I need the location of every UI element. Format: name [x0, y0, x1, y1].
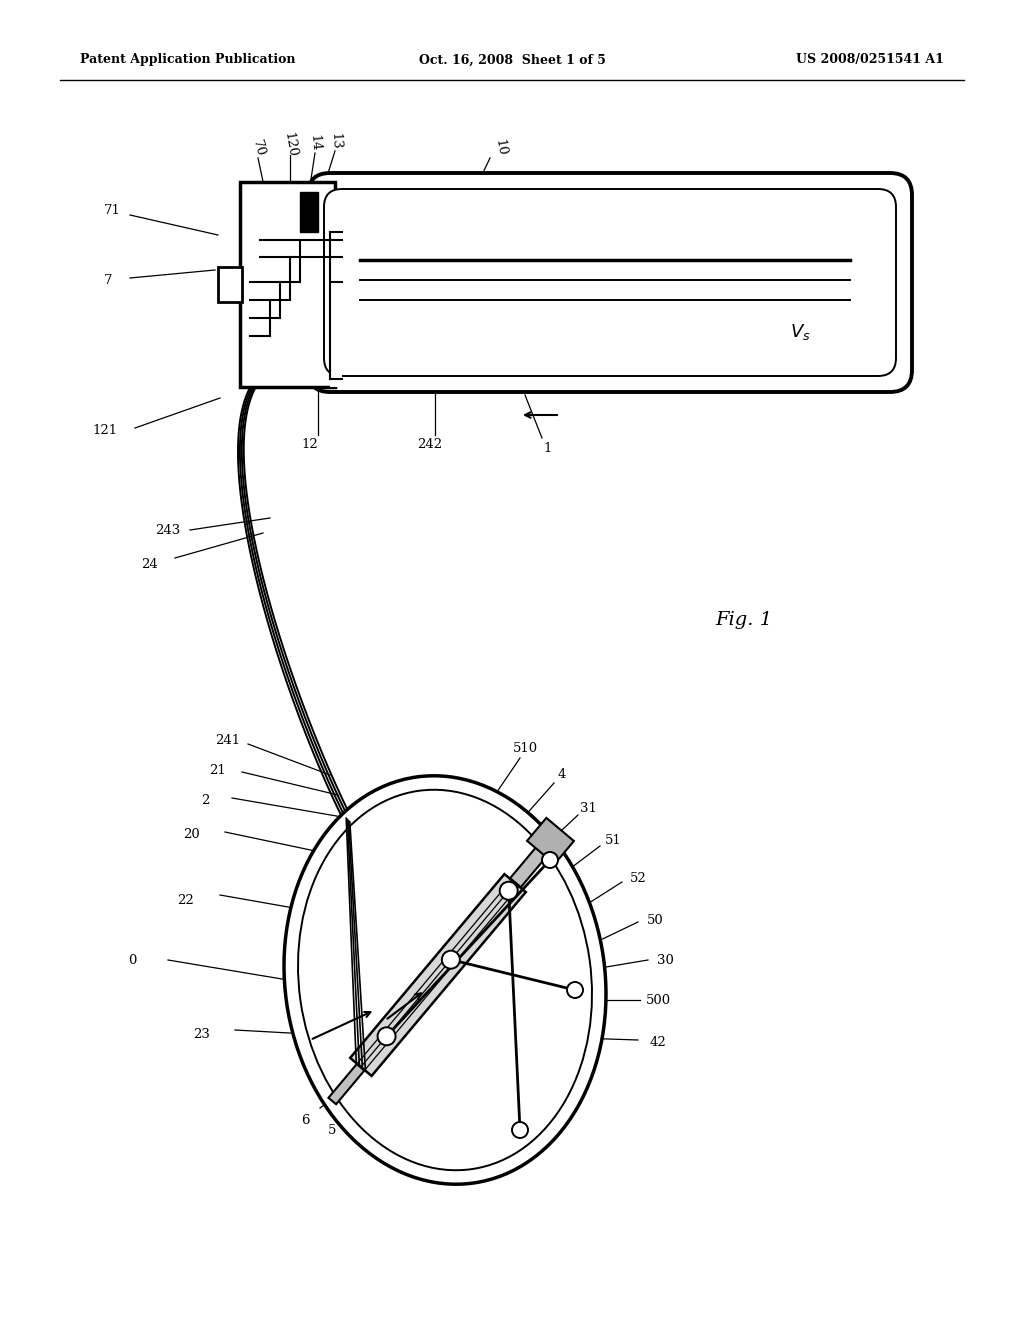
Circle shape: [441, 950, 460, 969]
Circle shape: [512, 1122, 528, 1138]
Text: 510: 510: [512, 742, 538, 755]
Text: 3: 3: [353, 1126, 362, 1139]
Text: 120: 120: [282, 132, 299, 158]
Text: US 2008/0251541 A1: US 2008/0251541 A1: [796, 54, 944, 66]
Polygon shape: [329, 1064, 365, 1105]
Text: 50: 50: [646, 913, 664, 927]
Polygon shape: [350, 874, 526, 1076]
Text: 11: 11: [861, 264, 879, 276]
Text: Oct. 16, 2008  Sheet 1 of 5: Oct. 16, 2008 Sheet 1 of 5: [419, 54, 605, 66]
Text: $V_s$: $V_s$: [790, 322, 810, 342]
Text: 0: 0: [128, 953, 136, 966]
Bar: [330, 232, 342, 387]
Text: 121: 121: [92, 424, 118, 437]
Text: 500: 500: [645, 994, 671, 1006]
Text: 4: 4: [558, 768, 566, 781]
Text: 243: 243: [156, 524, 180, 536]
Bar: [218, 267, 242, 302]
Text: 6: 6: [301, 1114, 309, 1126]
Text: Fig. 1: Fig. 1: [715, 611, 772, 630]
Circle shape: [500, 882, 518, 900]
Text: 21: 21: [210, 763, 226, 776]
Text: 230: 230: [379, 1137, 404, 1150]
Text: 23: 23: [194, 1028, 211, 1041]
Bar: [240, 182, 335, 387]
Circle shape: [542, 851, 558, 869]
Text: 12: 12: [302, 438, 318, 451]
Polygon shape: [527, 818, 573, 865]
Text: 22: 22: [176, 894, 194, 907]
Polygon shape: [510, 845, 549, 887]
Text: 1: 1: [544, 441, 552, 454]
Text: 5: 5: [328, 1123, 336, 1137]
Text: Patent Application Publication: Patent Application Publication: [80, 54, 296, 66]
Bar: [300, 191, 318, 232]
Text: 10: 10: [493, 139, 508, 157]
Text: 7: 7: [103, 273, 113, 286]
Text: 20: 20: [183, 829, 201, 842]
Text: 24: 24: [141, 558, 159, 572]
Ellipse shape: [298, 789, 592, 1171]
Text: 51: 51: [604, 833, 622, 846]
FancyBboxPatch shape: [324, 189, 896, 376]
Text: 241: 241: [215, 734, 241, 747]
Text: 14: 14: [308, 135, 323, 152]
Circle shape: [567, 982, 583, 998]
Text: 52: 52: [630, 871, 646, 884]
Text: 30: 30: [656, 953, 674, 966]
Text: 70: 70: [250, 139, 266, 158]
Circle shape: [378, 1027, 395, 1045]
Text: 42: 42: [649, 1035, 667, 1048]
FancyBboxPatch shape: [308, 173, 912, 392]
Text: 71: 71: [103, 203, 121, 216]
Text: 242: 242: [418, 438, 442, 451]
Text: 13: 13: [328, 132, 342, 149]
Text: 2: 2: [201, 793, 209, 807]
Ellipse shape: [284, 776, 606, 1184]
Text: 31: 31: [580, 801, 596, 814]
